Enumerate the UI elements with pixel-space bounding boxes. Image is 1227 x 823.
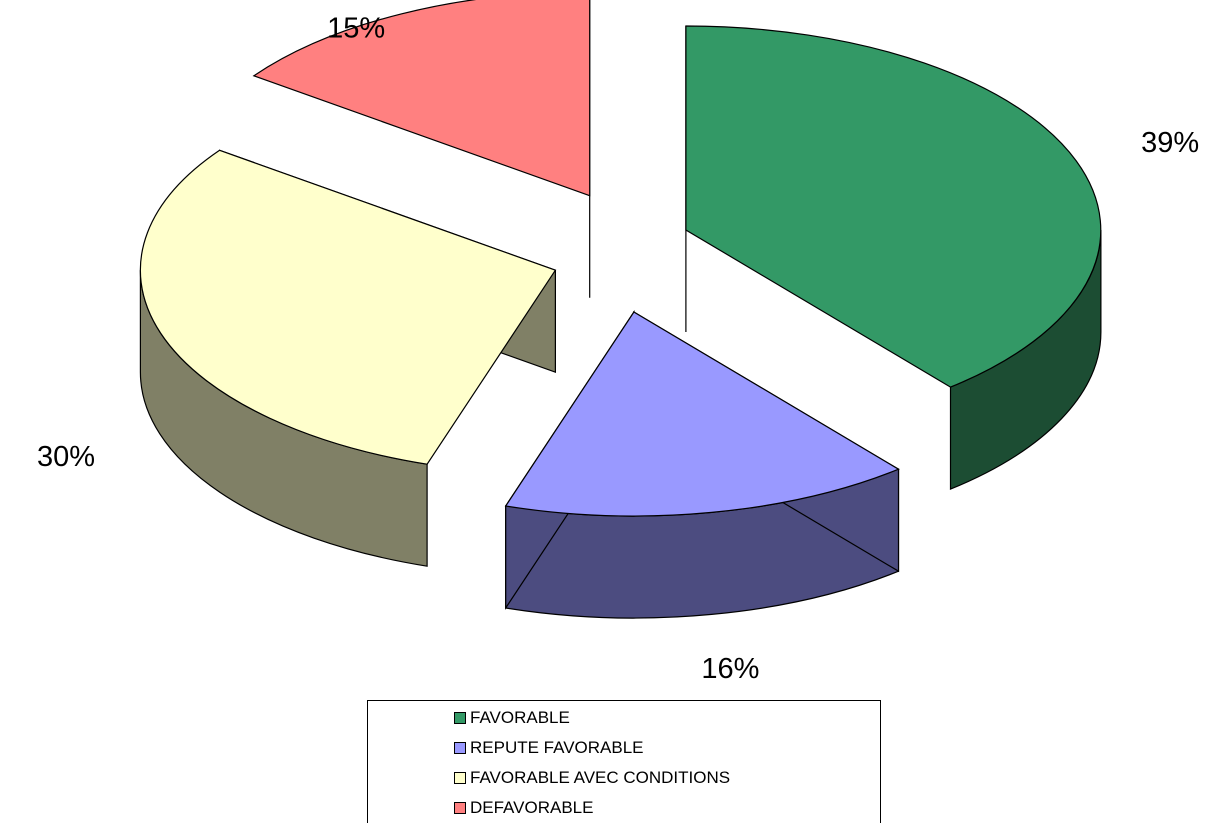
legend: FAVORABLE REPUTE FAVORABLE FAVORABLE AVE… — [367, 700, 881, 823]
legend-swatch-favorable — [454, 712, 466, 724]
legend-label-favorable-avec-conditions: FAVORABLE AVEC CONDITIONS — [470, 768, 731, 787]
legend-swatch-favorable-avec-conditions — [454, 772, 466, 784]
slice-defavorable — [252, 0, 591, 298]
slice-favorable — [685, 25, 1102, 490]
data-label-defavorable: 15% — [327, 13, 385, 45]
legend-label-defavorable: DEFAVORABLE — [470, 798, 594, 817]
legend-item-repute-favorable: REPUTE FAVORABLE — [454, 737, 644, 759]
legend-swatch-repute-favorable — [454, 742, 466, 754]
slice-top-defavorable — [252, 0, 591, 197]
legend-label-favorable: FAVORABLE — [470, 708, 570, 727]
slice-top-repute-favorable — [504, 311, 900, 517]
slice-top-favorable-avec-conditions — [139, 149, 557, 465]
slice-favorable-avec-conditions — [139, 149, 557, 567]
legend-swatch-defavorable — [454, 802, 466, 814]
slice-top-favorable — [685, 25, 1102, 388]
legend-item-favorable-avec-conditions: FAVORABLE AVEC CONDITIONS — [454, 767, 730, 789]
legend-item-defavorable: DEFAVORABLE — [454, 797, 593, 819]
data-label-repute-favorable: 16% — [701, 653, 759, 685]
data-label-favorable-avec-conditions: 30% — [37, 441, 95, 473]
legend-label-repute-favorable: REPUTE FAVORABLE — [470, 738, 644, 757]
slice-repute-favorable — [504, 310, 900, 619]
legend-item-favorable: FAVORABLE — [454, 707, 570, 729]
data-labels: 39% 16% 30% 15% — [37, 13, 1199, 686]
data-label-favorable: 39% — [1141, 127, 1199, 159]
pie-slices — [139, 0, 1102, 619]
